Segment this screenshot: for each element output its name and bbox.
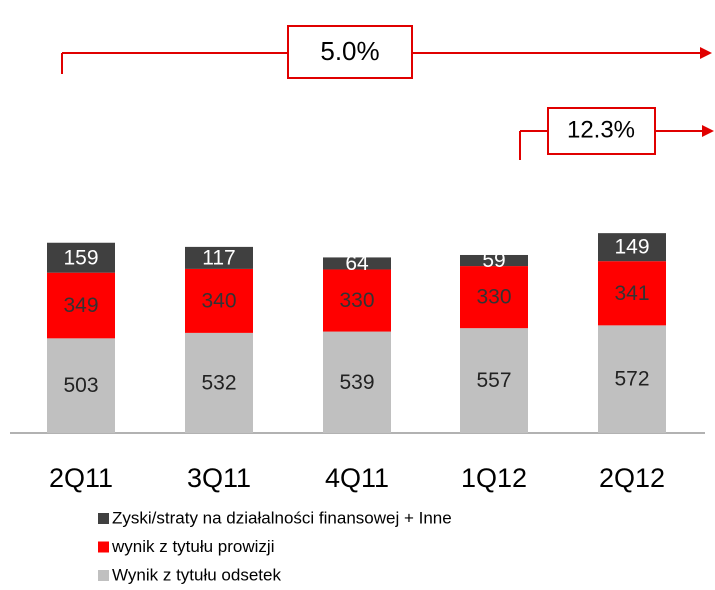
- bar-segment: [47, 272, 115, 339]
- data-label: 557: [476, 369, 511, 392]
- legend-swatch: [98, 570, 109, 581]
- data-label: 117: [202, 246, 235, 269]
- legend-label: wynik z tytułu prowizji: [111, 537, 275, 556]
- bar-segment: [185, 332, 253, 433]
- bar-segment: [323, 257, 391, 270]
- data-label: 503: [63, 374, 98, 397]
- data-label: 532: [201, 371, 236, 394]
- annotation: 12.3%: [567, 116, 635, 143]
- x-tick-label: 4Q11: [325, 463, 389, 493]
- x-tick-label: 2Q11: [49, 463, 113, 493]
- bar-segment: [323, 331, 391, 433]
- bar-segment: [460, 328, 528, 433]
- data-label: 64: [345, 252, 369, 275]
- bar-segment: [323, 269, 391, 332]
- growth-arrow: [519, 107, 714, 160]
- data-label: 340: [201, 289, 236, 312]
- x-tick-label: 2Q12: [599, 463, 665, 493]
- data-label: 330: [476, 286, 511, 309]
- bar-segment: [598, 261, 666, 326]
- data-label: 59: [482, 249, 505, 272]
- data-label: 572: [614, 368, 649, 391]
- data-label: 159: [63, 246, 98, 269]
- x-tick-label: 1Q12: [461, 463, 527, 493]
- data-label: 149: [614, 236, 649, 259]
- legend-label: Zyski/straty na działalności finansowej …: [112, 508, 452, 527]
- bar-segment: [185, 246, 253, 269]
- bar-segment: [185, 268, 253, 333]
- legend-swatch: [98, 513, 109, 524]
- bar-segment: [598, 233, 666, 262]
- bar-segment: [47, 338, 115, 433]
- bar-segment: [598, 325, 666, 433]
- x-tick-label: 3Q11: [187, 463, 251, 493]
- data-label: 349: [63, 294, 98, 317]
- data-label: 330: [339, 289, 374, 312]
- bar-segment: [47, 242, 115, 273]
- data-label: 341: [614, 282, 649, 305]
- legend-swatch: [98, 541, 109, 553]
- growth-arrow: [61, 25, 712, 79]
- legend-label: Wynik z tytułu odsetek: [112, 565, 281, 584]
- annotation: 5.0%: [320, 36, 379, 66]
- data-label: 539: [339, 371, 374, 394]
- bar-segment: [460, 254, 528, 267]
- bar-segment: [460, 266, 528, 329]
